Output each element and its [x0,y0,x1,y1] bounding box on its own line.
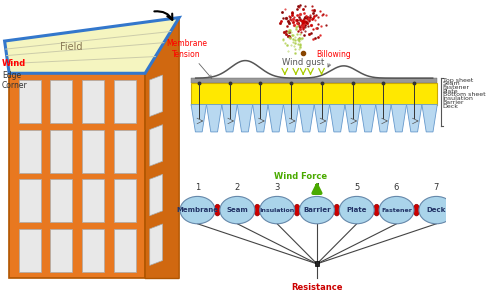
Text: Barrier: Barrier [443,100,464,105]
Ellipse shape [333,204,340,216]
FancyBboxPatch shape [114,229,136,272]
Text: Insulation: Insulation [260,208,295,213]
Polygon shape [283,105,299,132]
FancyBboxPatch shape [114,80,136,123]
FancyBboxPatch shape [9,73,145,278]
Text: Wind Force: Wind Force [274,172,327,181]
Text: 2: 2 [235,183,240,192]
FancyBboxPatch shape [19,130,41,173]
Polygon shape [145,18,179,278]
Text: Plate: Plate [347,207,367,213]
FancyBboxPatch shape [191,78,437,83]
Ellipse shape [413,204,420,216]
FancyBboxPatch shape [114,179,136,222]
Text: Fastener: Fastener [381,208,412,213]
Text: Bottom sheet: Bottom sheet [443,93,486,98]
Ellipse shape [373,204,380,216]
Text: Barrier: Barrier [303,207,331,213]
Ellipse shape [379,196,414,224]
Polygon shape [237,105,253,132]
Polygon shape [150,224,163,265]
FancyBboxPatch shape [19,229,41,272]
Ellipse shape [299,196,334,224]
Text: 3: 3 [275,183,280,192]
Ellipse shape [339,196,374,224]
Polygon shape [330,105,345,132]
Polygon shape [299,105,314,132]
Polygon shape [4,18,179,73]
Polygon shape [207,105,222,132]
Text: Membrane: Membrane [176,207,219,213]
Polygon shape [268,105,283,132]
Text: Field: Field [60,42,83,52]
Text: 1: 1 [195,183,200,192]
Text: Seam: Seam [443,81,461,86]
Text: Top sheet: Top sheet [443,78,473,83]
Ellipse shape [260,196,295,224]
Polygon shape [191,105,207,132]
Polygon shape [150,125,163,166]
FancyBboxPatch shape [19,80,41,123]
Text: Membrane
Tension: Membrane Tension [166,39,211,78]
Text: Edge: Edge [2,71,21,80]
Ellipse shape [180,196,215,224]
Text: Wind gust: Wind gust [282,59,324,67]
FancyBboxPatch shape [51,229,72,272]
Polygon shape [345,105,360,132]
Ellipse shape [294,204,300,216]
Polygon shape [360,105,376,132]
Text: Deck: Deck [443,104,459,109]
Ellipse shape [220,196,255,224]
Text: Billowing: Billowing [316,50,351,67]
Text: 7: 7 [434,183,439,192]
Text: 5: 5 [354,183,359,192]
Polygon shape [253,105,268,132]
Polygon shape [222,105,237,132]
FancyBboxPatch shape [82,80,104,123]
Polygon shape [150,75,163,117]
FancyBboxPatch shape [51,179,72,222]
FancyBboxPatch shape [82,179,104,222]
FancyBboxPatch shape [19,179,41,222]
FancyBboxPatch shape [191,83,437,105]
Text: Insulation: Insulation [443,96,474,101]
Polygon shape [376,105,391,132]
Ellipse shape [214,204,221,216]
Polygon shape [314,105,330,132]
Ellipse shape [419,196,454,224]
FancyBboxPatch shape [82,130,104,173]
Text: Seam: Seam [226,207,248,213]
Text: 4: 4 [314,183,320,192]
FancyBboxPatch shape [114,130,136,173]
Polygon shape [406,105,422,132]
Text: Deck: Deck [427,207,446,213]
FancyBboxPatch shape [82,229,104,272]
FancyBboxPatch shape [51,80,72,123]
Polygon shape [422,105,437,132]
Text: 6: 6 [394,183,399,192]
Text: Corner: Corner [2,81,28,90]
Polygon shape [391,105,406,132]
FancyBboxPatch shape [314,261,319,266]
Text: Fastener: Fastener [443,85,470,90]
FancyBboxPatch shape [51,130,72,173]
Text: Wind: Wind [2,59,26,69]
Ellipse shape [254,204,260,216]
Text: Plate: Plate [443,89,458,94]
Text: Resistance: Resistance [291,283,343,292]
Polygon shape [150,174,163,216]
